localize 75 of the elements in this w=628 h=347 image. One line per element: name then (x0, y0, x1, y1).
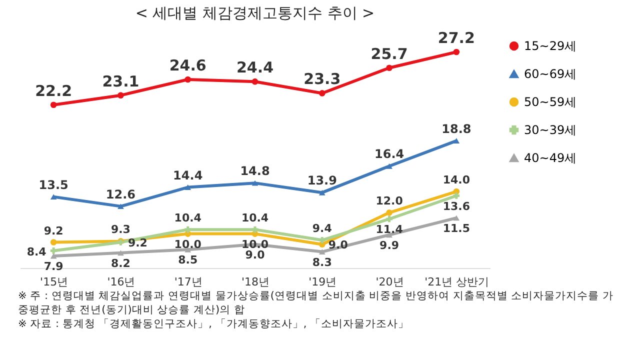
point (386, 64, 392, 72)
data-label: 14.0 (442, 174, 470, 187)
point (184, 76, 192, 83)
data-label: 9.2 (44, 224, 64, 238)
point (184, 226, 192, 233)
data-label: 8.5 (178, 254, 198, 267)
data-label: 25.7 (370, 44, 408, 63)
point (50, 239, 57, 246)
data-label: 24.6 (169, 56, 206, 74)
point (50, 248, 57, 254)
data-label: 10.0 (174, 238, 202, 251)
data-label: 9.3 (110, 223, 130, 236)
point (252, 226, 258, 233)
point (453, 215, 460, 221)
data-label: 18.8 (442, 122, 472, 136)
data-label: 9.4 (312, 222, 332, 236)
point (118, 204, 124, 210)
point (386, 163, 392, 169)
text: ※ 주 : 연령대별 체감실업률과 연령대별 물가상승률(연령대별 소비지출 비중을 반영하여 지출목적별 소비자물가지수를 가중평균한 후 전년(동기)대비 상승률 계산)의 합 (18, 289, 614, 317)
data-label: 8.2 (110, 256, 130, 270)
point (118, 250, 124, 256)
chart-title: < 세대별 체감경제고통지수 추이 > (135, 4, 375, 22)
data-label: 8.3 (312, 256, 332, 269)
data-label: 13.6 (442, 200, 470, 213)
legend-label: 30~39세 (524, 123, 577, 137)
point (318, 190, 326, 196)
data-label: 10.4 (241, 212, 269, 225)
point (453, 138, 460, 144)
data-label: 11.5 (442, 222, 470, 235)
data-label: 16.4 (374, 147, 404, 162)
point (184, 184, 192, 190)
data-label: 8.4 (26, 246, 47, 259)
data-label: 9.0 (245, 248, 266, 262)
legend-label: 15~29세 (524, 39, 577, 53)
x-tick-label: '15년 (40, 276, 68, 288)
x-tick-label: '16년 (107, 276, 136, 288)
data-label: 12.0 (376, 194, 404, 208)
point (453, 192, 460, 199)
legend-label: 60~69세 (524, 67, 577, 81)
data-label: 7.9 (44, 260, 64, 273)
data-label: 12.6 (106, 187, 136, 202)
point (118, 92, 124, 98)
data-label: 23.3 (304, 70, 341, 88)
point (318, 90, 326, 96)
data-label: 9.2 (128, 236, 148, 250)
data-label: 13.5 (38, 178, 68, 192)
point (252, 180, 258, 186)
point (252, 78, 258, 85)
legend-label: 40~49세 (524, 151, 577, 165)
data-label: 24.4 (236, 58, 274, 77)
x-tick-label: '20년 (376, 276, 404, 288)
point (50, 194, 57, 200)
data-label: 22.2 (35, 82, 72, 100)
data-label: 23.1 (102, 72, 140, 90)
point (50, 102, 57, 108)
point (453, 48, 460, 56)
data-label: 13.9 (307, 174, 337, 188)
data-label: 11.4 (376, 223, 404, 236)
x-tick-label: '18년 (241, 276, 270, 288)
legend-label: 50~59세 (524, 95, 577, 109)
x-tick-label: '19년 (308, 276, 337, 288)
text: ※ 자료 : 통계청 「경제활동인구조사」, 「가계동향조사」, 「소비자물가조사」 (18, 317, 410, 331)
data-label: 14.4 (173, 168, 203, 182)
point (318, 236, 326, 244)
data-label: 14.8 (240, 164, 270, 178)
x-tick-label: '21년 상반기 (424, 276, 490, 288)
point (386, 210, 392, 216)
data-label: 9.0 (328, 238, 348, 252)
point (318, 249, 326, 255)
data-label: 27.2 (438, 29, 475, 47)
x-tick-label: '17년 (174, 276, 202, 288)
point (386, 216, 392, 222)
data-label: 10.4 (174, 212, 202, 225)
data-label: 9.9 (380, 238, 400, 252)
point (50, 253, 57, 259)
